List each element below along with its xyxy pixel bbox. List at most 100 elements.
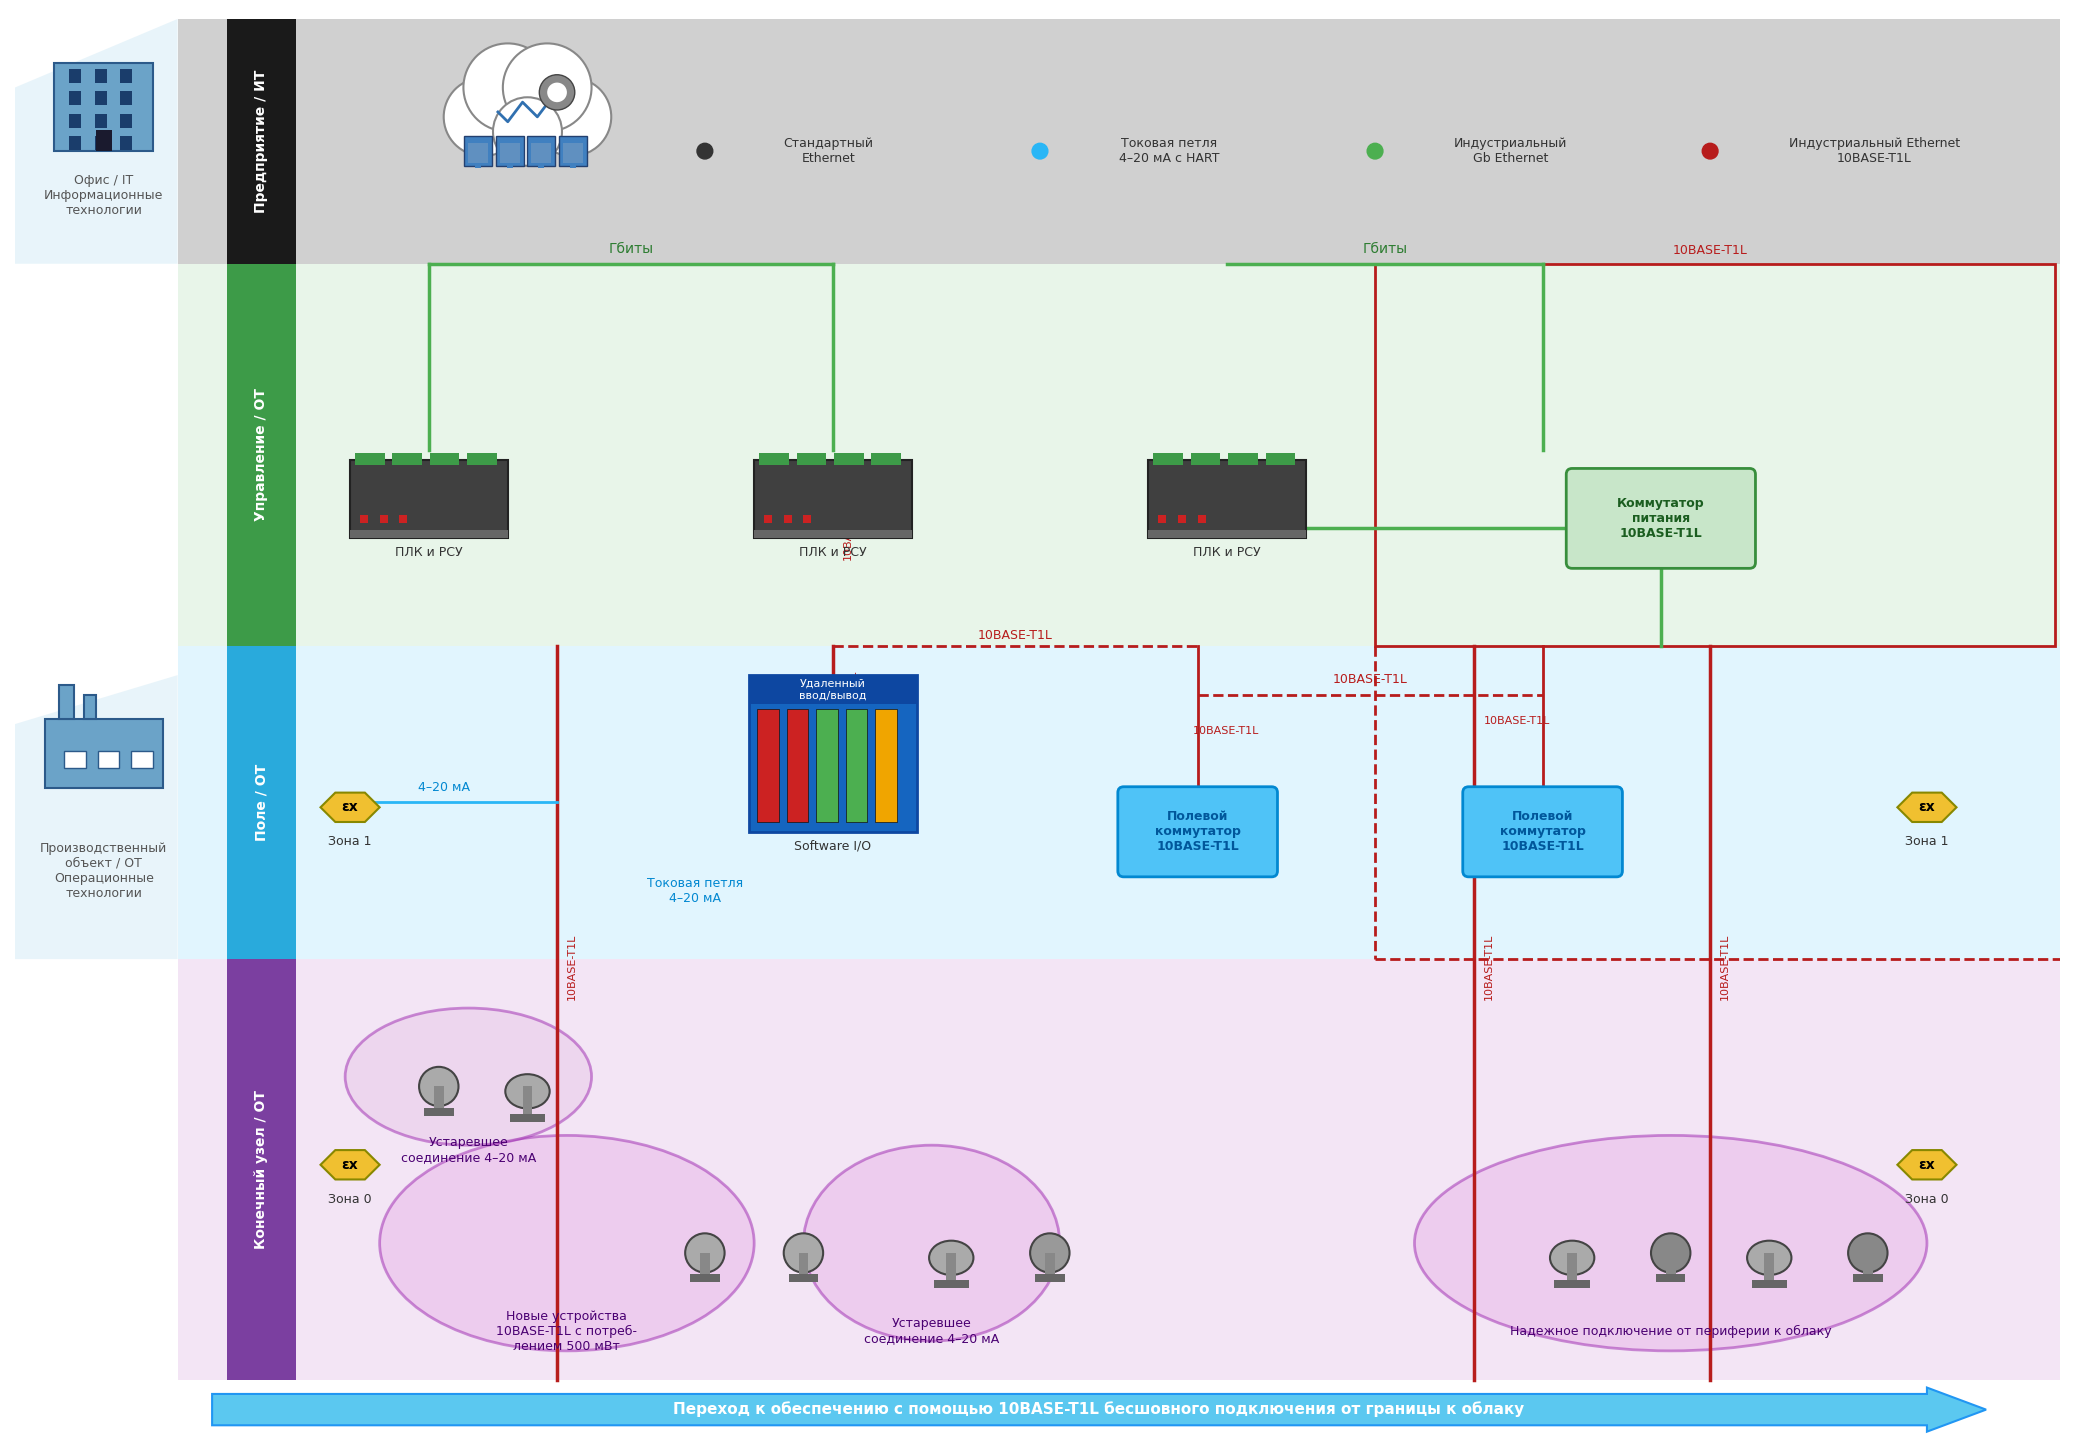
Circle shape — [473, 54, 581, 161]
FancyBboxPatch shape — [467, 452, 496, 464]
FancyBboxPatch shape — [1656, 1275, 1685, 1282]
FancyBboxPatch shape — [355, 452, 384, 464]
FancyBboxPatch shape — [510, 1114, 546, 1121]
FancyBboxPatch shape — [1035, 1275, 1064, 1282]
FancyBboxPatch shape — [872, 452, 901, 464]
FancyBboxPatch shape — [68, 92, 81, 105]
Text: Надежное подключение от периферии к облаку: Надежное подключение от периферии к обла… — [1511, 1325, 1832, 1338]
FancyBboxPatch shape — [44, 720, 162, 788]
FancyBboxPatch shape — [95, 137, 106, 150]
FancyBboxPatch shape — [799, 1253, 809, 1278]
FancyBboxPatch shape — [226, 960, 297, 1380]
FancyBboxPatch shape — [68, 113, 81, 128]
FancyBboxPatch shape — [95, 129, 112, 151]
FancyBboxPatch shape — [847, 710, 867, 822]
Circle shape — [494, 97, 562, 166]
FancyBboxPatch shape — [469, 144, 488, 163]
FancyBboxPatch shape — [120, 113, 133, 128]
Text: 10BASE-T1L: 10BASE-T1L — [1193, 726, 1260, 736]
Text: εx: εx — [342, 800, 359, 814]
Ellipse shape — [1415, 1136, 1928, 1351]
Text: Зона 1: Зона 1 — [328, 835, 371, 848]
Text: Поле / ОТ: Поле / ОТ — [255, 763, 268, 840]
FancyBboxPatch shape — [764, 516, 772, 523]
Circle shape — [533, 77, 612, 156]
FancyBboxPatch shape — [131, 750, 154, 768]
FancyBboxPatch shape — [786, 710, 809, 822]
Text: Офис / IT
Информационные
технологии: Офис / IT Информационные технологии — [44, 173, 164, 217]
FancyBboxPatch shape — [531, 144, 552, 163]
FancyBboxPatch shape — [759, 452, 788, 464]
FancyBboxPatch shape — [1197, 516, 1206, 523]
FancyBboxPatch shape — [506, 163, 513, 167]
FancyBboxPatch shape — [699, 1253, 710, 1278]
Circle shape — [1367, 144, 1382, 158]
Polygon shape — [15, 19, 178, 263]
FancyBboxPatch shape — [54, 63, 154, 151]
Circle shape — [548, 83, 566, 102]
FancyBboxPatch shape — [68, 137, 81, 150]
FancyBboxPatch shape — [523, 1086, 533, 1115]
FancyBboxPatch shape — [392, 452, 421, 464]
Text: 10BASE-T1L: 10BASE-T1L — [842, 493, 853, 560]
FancyBboxPatch shape — [815, 710, 838, 822]
FancyBboxPatch shape — [95, 92, 106, 105]
Circle shape — [1031, 144, 1048, 158]
FancyBboxPatch shape — [527, 137, 556, 166]
Text: 10BASE-T1L: 10BASE-T1L — [1484, 715, 1550, 726]
FancyBboxPatch shape — [226, 646, 297, 960]
FancyBboxPatch shape — [1554, 1281, 1589, 1288]
FancyBboxPatch shape — [1266, 452, 1295, 464]
Text: 10BASE-T1L: 10BASE-T1L — [1484, 933, 1494, 1000]
FancyBboxPatch shape — [380, 516, 388, 523]
Text: εx: εx — [342, 1157, 359, 1172]
FancyBboxPatch shape — [178, 19, 2060, 263]
FancyBboxPatch shape — [1567, 468, 1755, 569]
FancyBboxPatch shape — [834, 452, 863, 464]
Circle shape — [444, 77, 523, 156]
Text: Управление / ОТ: Управление / ОТ — [255, 388, 268, 521]
Ellipse shape — [506, 1075, 550, 1108]
Ellipse shape — [1747, 1240, 1791, 1275]
FancyBboxPatch shape — [749, 675, 917, 705]
Circle shape — [1652, 1233, 1691, 1272]
Text: Переход к обеспечению с помощью 10BASE-T1L бесшовного подключения от границы к о: Переход к обеспечению с помощью 10BASE-T… — [674, 1402, 1525, 1418]
Text: Гбиты: Гбиты — [608, 241, 654, 256]
Ellipse shape — [930, 1240, 973, 1275]
Text: 10BASE-T1L: 10BASE-T1L — [566, 933, 577, 1000]
Text: Удаленный
ввод/вывод: Удаленный ввод/вывод — [799, 679, 867, 701]
FancyBboxPatch shape — [934, 1281, 969, 1288]
Text: Зона 0: Зона 0 — [1905, 1192, 1948, 1205]
Circle shape — [419, 1067, 459, 1106]
FancyBboxPatch shape — [788, 1275, 818, 1282]
FancyBboxPatch shape — [753, 531, 911, 538]
FancyBboxPatch shape — [95, 113, 106, 128]
Ellipse shape — [344, 1008, 591, 1146]
Text: Коммутатор
питания
10BASE-T1L: Коммутатор питания 10BASE-T1L — [1616, 497, 1706, 539]
FancyBboxPatch shape — [68, 68, 81, 83]
FancyBboxPatch shape — [120, 92, 133, 105]
Ellipse shape — [1550, 1240, 1594, 1275]
Text: 10BASE-T1L: 10BASE-T1L — [977, 630, 1052, 643]
FancyBboxPatch shape — [691, 1275, 720, 1282]
FancyBboxPatch shape — [1567, 1253, 1577, 1282]
Circle shape — [502, 44, 591, 131]
FancyBboxPatch shape — [1158, 516, 1166, 523]
FancyBboxPatch shape — [496, 137, 523, 166]
FancyBboxPatch shape — [558, 137, 587, 166]
Polygon shape — [1897, 792, 1957, 822]
FancyBboxPatch shape — [784, 516, 791, 523]
FancyBboxPatch shape — [797, 452, 826, 464]
Circle shape — [540, 74, 575, 111]
Ellipse shape — [380, 1136, 753, 1351]
FancyBboxPatch shape — [83, 695, 95, 720]
FancyBboxPatch shape — [500, 144, 519, 163]
Text: εx: εx — [1919, 1157, 1936, 1172]
FancyBboxPatch shape — [60, 685, 75, 720]
Circle shape — [1029, 1233, 1069, 1272]
FancyBboxPatch shape — [95, 68, 106, 83]
FancyBboxPatch shape — [571, 163, 575, 167]
Text: Software I/O: Software I/O — [795, 840, 872, 853]
FancyBboxPatch shape — [1853, 1275, 1882, 1282]
Text: εx: εx — [1919, 800, 1936, 814]
